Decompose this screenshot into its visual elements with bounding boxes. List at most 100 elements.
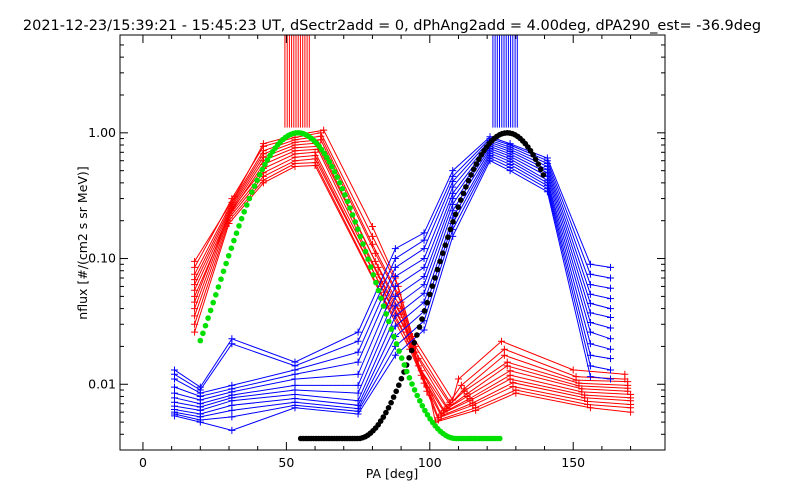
y-axis: 0.01 0.10 1.00 (88, 34, 665, 451)
model-point-1-17 (241, 209, 247, 215)
data-point-s8-11 (581, 394, 589, 402)
data-point-s14-5 (391, 263, 399, 271)
data-point-s17-6 (420, 272, 428, 280)
model-point-0-63 (460, 190, 467, 197)
model-point-1-52 (331, 169, 338, 175)
data-point-s22-2 (228, 413, 236, 421)
model-point-1-54 (336, 180, 343, 186)
model-point-0-31 (377, 418, 384, 424)
data-point-s13-12 (607, 274, 614, 282)
model-point-1-73 (386, 318, 392, 325)
model-point-0-61 (455, 204, 462, 210)
data-point-s19-11 (586, 328, 594, 336)
model-point-0-47 (419, 316, 425, 322)
model-point-1-78 (398, 355, 405, 361)
data-point-s14-6 (420, 245, 428, 253)
data-point-s20-11 (586, 340, 594, 348)
data-point-s16-12 (607, 305, 614, 313)
data-point-s16-3 (291, 375, 299, 383)
data-point-s1-0 (191, 263, 199, 271)
data-point-s12-11 (586, 260, 594, 268)
data-point-s14-11 (586, 281, 594, 289)
model-point-1-59 (349, 212, 356, 218)
data-point-s18-4 (354, 389, 362, 397)
model-point-1-49 (324, 154, 330, 161)
model-point-1-14 (233, 230, 240, 236)
data-point-s19-6 (420, 289, 428, 297)
model-point-0-33 (383, 409, 389, 416)
model-point-0-67 (470, 166, 477, 173)
data-point-s11-4 (311, 161, 319, 169)
model-point-0-94 (540, 172, 547, 178)
model-point-1-9 (220, 268, 227, 275)
model-point-1-13 (231, 237, 237, 244)
data-point-s1-9 (457, 381, 465, 389)
data-point-s11-2 (259, 179, 267, 187)
model-point-1-21 (251, 183, 258, 189)
data-point-s15-6 (420, 255, 428, 263)
model-point-1-53 (334, 174, 340, 180)
model-point-1-8 (218, 276, 224, 283)
model-point-1-88 (424, 412, 431, 418)
model-point-0-70 (478, 152, 485, 158)
y-tick-label-0: 0.01 (88, 376, 116, 391)
model-point-0-66 (468, 172, 474, 178)
model-point-1-86 (419, 403, 426, 409)
data-point-s18-6 (420, 281, 428, 289)
model-point-1-15 (236, 223, 242, 229)
data-point-s11-3 (291, 162, 299, 170)
model-point-1-51 (329, 163, 335, 170)
model-point-0-62 (458, 197, 464, 203)
model-point-0-43 (408, 347, 415, 354)
x-tick-label-1: 50 (278, 455, 294, 470)
model-point-1-116 (497, 435, 503, 442)
data-point-s14-12 (607, 284, 614, 292)
model-point-0-60 (452, 211, 459, 218)
model-point-0-54 (437, 258, 443, 265)
model-point-0-90 (530, 152, 536, 158)
data-point-s13-2 (228, 340, 236, 348)
model-point-1-0 (197, 337, 204, 344)
model-point-1-10 (223, 260, 229, 267)
data-point-s7-10 (506, 375, 514, 383)
data-point-s23-10 (543, 188, 551, 196)
model-point-1-25 (262, 161, 268, 168)
data-point-s12-12 (607, 263, 614, 271)
model-point-1-83 (411, 387, 418, 393)
model-point-1-48 (321, 150, 328, 157)
data-point-s11-12 (627, 408, 635, 416)
model-point-1-12 (228, 245, 235, 251)
data-point-s17-12 (607, 313, 614, 321)
data-point-s0-0 (191, 257, 199, 265)
x-tick-label-0: 0 (139, 455, 147, 470)
model-point-0-42 (406, 355, 412, 361)
model-point-0-56 (442, 242, 449, 248)
model-point-1-16 (238, 215, 245, 222)
data-point-s5-5 (374, 263, 382, 271)
model-point-1-82 (409, 381, 415, 387)
model-point-0-92 (535, 161, 541, 167)
data-point-s17-5 (391, 292, 399, 300)
data-point-s23-8 (486, 157, 494, 165)
model-point-0-39 (398, 375, 405, 382)
model-point-1-3 (205, 315, 211, 321)
model-point-1-24 (259, 166, 266, 173)
x-tick-label-2: 100 (418, 455, 442, 470)
data-point-s23-4 (354, 410, 362, 418)
model-point-1-75 (391, 333, 397, 340)
model-point-1-50 (326, 159, 333, 165)
data-point-s23-11 (586, 373, 594, 381)
data-point-s15-0 (171, 383, 178, 391)
data-point-s23-3 (291, 404, 299, 412)
data-point-s14-4 (354, 348, 362, 356)
model-point-1-20 (249, 189, 255, 195)
model-point-1-11 (225, 253, 232, 259)
data-point-s15-4 (354, 358, 362, 366)
data-point-s12-6 (420, 229, 428, 237)
data-point-s21-12 (607, 355, 614, 363)
model-point-1-71 (380, 303, 387, 309)
y-axis-label: nflux [#/(cm2 s sr MeV)] (75, 166, 90, 319)
model-curves (197, 130, 547, 442)
model-point-1-68 (373, 279, 379, 286)
